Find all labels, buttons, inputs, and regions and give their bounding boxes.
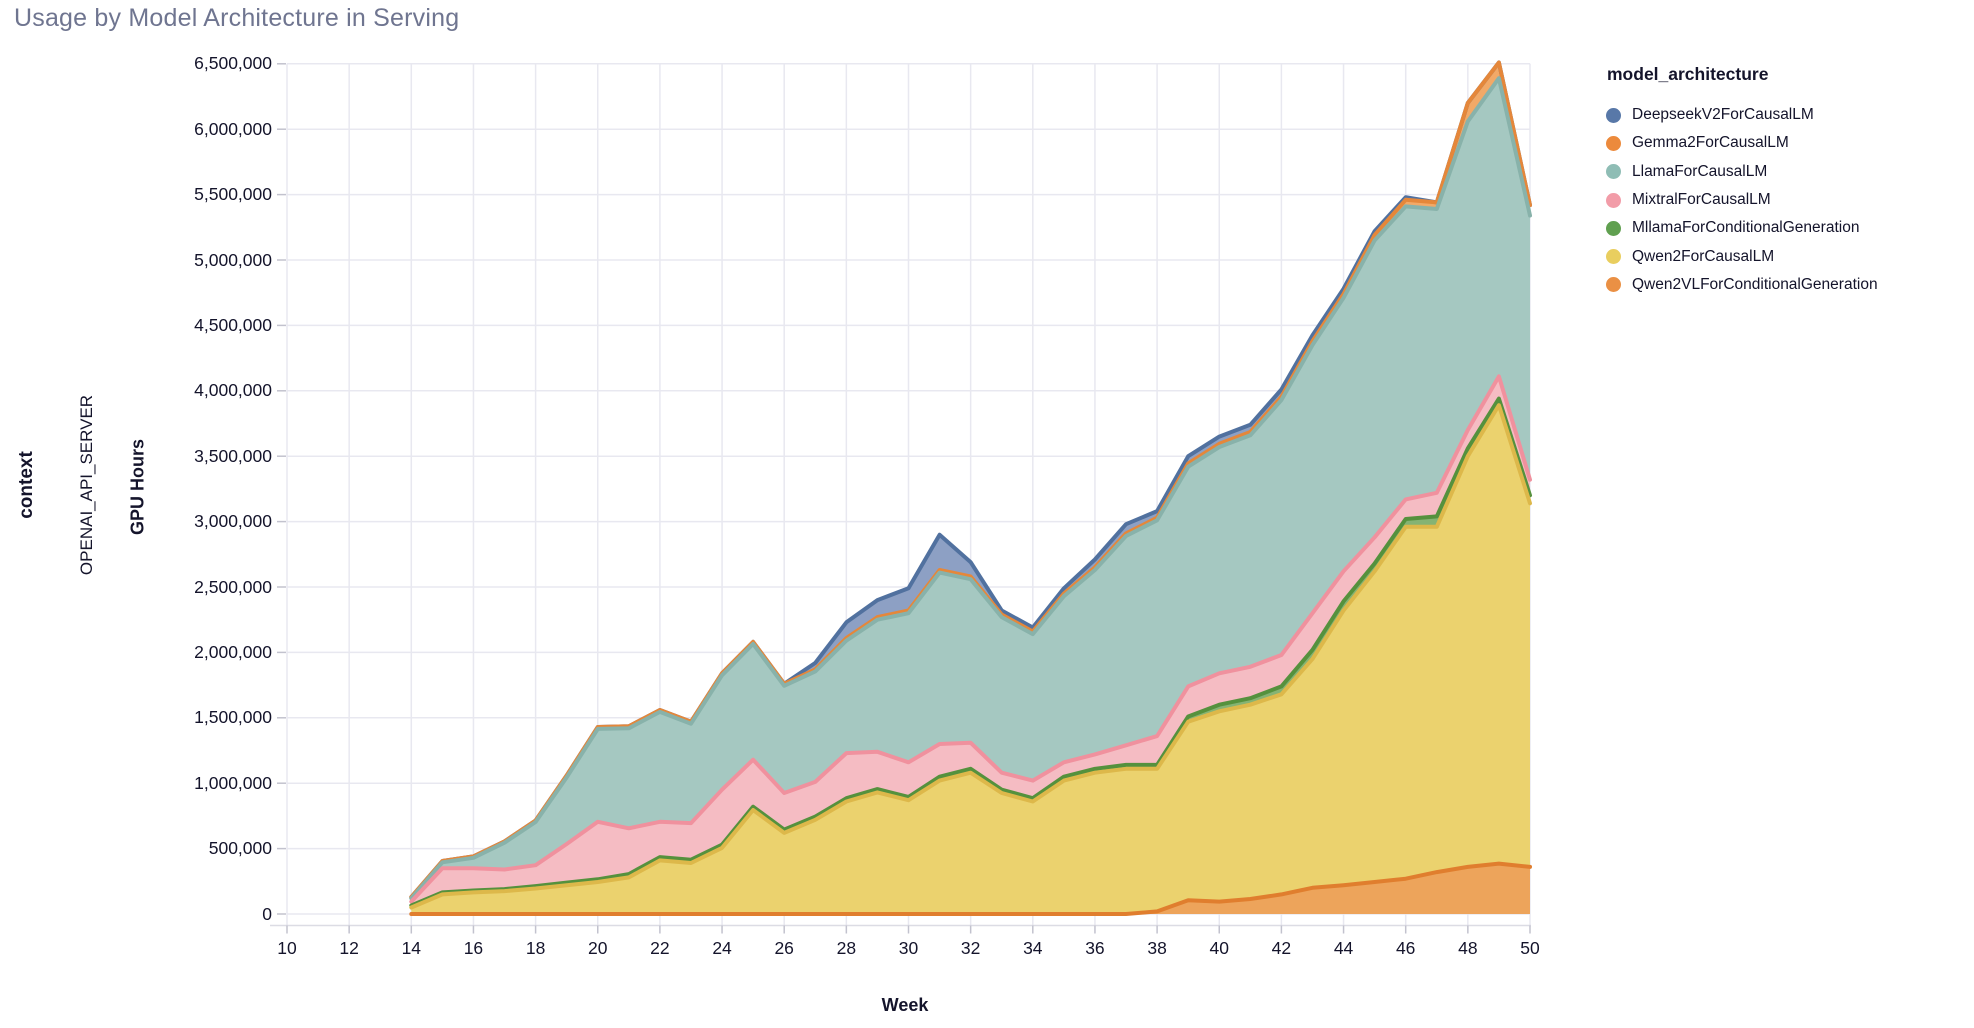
page-title: Usage by Model Architecture in Serving: [14, 4, 460, 32]
y-axis-tick-label: 5,500,000: [194, 184, 272, 205]
legend-swatch-icon: [1606, 277, 1621, 293]
legend-item-Gemma2ForCausalLM[interactable]: Gemma2ForCausalLM: [1606, 129, 1878, 157]
x-axis-tick-label: 26: [774, 938, 794, 958]
y-axis-tick-label: 1,000,000: [194, 772, 272, 793]
legend-title: model_architecture: [1607, 64, 1769, 84]
legend-item-label: MixtralForCausalLM: [1632, 191, 1771, 209]
area-Qwen2ForCausalLM: [411, 405, 1530, 914]
x-axis-tick-label: 38: [1147, 938, 1167, 958]
x-axis-title: Week: [881, 995, 929, 1015]
x-axis-tick-label: 24: [712, 938, 732, 958]
legend-item-Qwen2VLForConditionalGeneration[interactable]: Qwen2VLForConditionalGeneration: [1606, 271, 1878, 299]
legend-item-label: DeepseekV2ForCausalLM: [1632, 106, 1814, 124]
area-LlamaForCausalLM: [411, 78, 1530, 902]
y-axis-tick-label: 4,000,000: [194, 380, 272, 401]
y-axis-tick-label: 2,500,000: [194, 576, 272, 597]
x-axis-tick-label: 40: [1209, 938, 1229, 958]
legend-item-Qwen2ForCausalLM[interactable]: Qwen2ForCausalLM: [1606, 242, 1878, 270]
x-axis-tick-label: 22: [650, 938, 670, 958]
y-axis-tick-label: 3,500,000: [194, 445, 272, 466]
edge-Qwen2ForCausalLM: [409, 403, 1532, 910]
x-axis-tick-label: 10: [277, 938, 297, 958]
legend-swatch-icon: [1606, 164, 1621, 180]
area-MixtralForCausalLM: [411, 376, 1530, 906]
legend-item-label: LlamaForCausalLM: [1632, 162, 1768, 180]
x-axis-tick-label: 42: [1271, 938, 1292, 958]
legend-swatch-icon: [1606, 220, 1621, 236]
legend-item-label: MllamaForConditionalGeneration: [1632, 219, 1860, 237]
x-axis-tick-label: 28: [836, 938, 857, 958]
x-axis-tick-label: 12: [339, 938, 359, 958]
edge-LlamaForCausalLM: [409, 76, 1532, 901]
area-edges: [409, 60, 1532, 916]
legend-item-MllamaForConditionalGeneration[interactable]: MllamaForConditionalGeneration: [1606, 214, 1878, 242]
legend-item-MixtralForCausalLM[interactable]: MixtralForCausalLM: [1606, 186, 1878, 214]
edge-Qwen2VLForConditionalGeneration: [409, 861, 1532, 916]
y-axis-tick-label: 4,500,000: [194, 314, 272, 335]
legend-item-DeepseekV2ForCausalLM[interactable]: DeepseekV2ForCausalLM: [1606, 101, 1878, 129]
edge-MixtralForCausalLM: [409, 374, 1532, 904]
legend-swatch-icon: [1606, 135, 1621, 151]
x-axis-tick-label: 34: [1023, 938, 1043, 958]
legend-swatch-icon: [1606, 192, 1621, 208]
legend-swatch-icon: [1606, 249, 1621, 265]
x-axis-tick-label: 36: [1085, 938, 1105, 958]
legend-item-label: Qwen2ForCausalLM: [1632, 247, 1775, 265]
x-axis-tick-label: 50: [1520, 938, 1540, 958]
legend-item-label: Gemma2ForCausalLM: [1632, 134, 1789, 152]
x-axis-tick-label: 44: [1333, 938, 1354, 958]
area-fills: [411, 62, 1530, 914]
y-axis-tick-label: 5,000,000: [194, 249, 272, 270]
x-axis-tick-label: 48: [1458, 938, 1478, 958]
edge-MllamaForConditionalGeneration: [409, 396, 1532, 908]
y-axis-tick-label: 2,000,000: [194, 641, 272, 662]
y-axis-tick-label: 1,500,000: [194, 707, 272, 728]
x-axis-tick-label: 18: [525, 938, 546, 958]
x-axis-tick-label: 14: [401, 938, 422, 958]
legend: model_architecture DeepseekV2ForCausalLM…: [1606, 64, 1878, 299]
x-axis-tick-label: 32: [960, 938, 981, 958]
axes: [270, 63, 1531, 934]
y-axis-tick-label: 0: [262, 903, 272, 924]
x-axis-tick-label: 16: [463, 938, 484, 958]
legend-item-label: Qwen2VLForConditionalGeneration: [1632, 275, 1878, 293]
y-axis-tick-label: 6,000,000: [194, 118, 272, 139]
x-axis-tick-label: 46: [1395, 938, 1416, 958]
legend-items: DeepseekV2ForCausalLM Gemma2ForCausalLM Ll…: [1606, 101, 1878, 299]
y-axis-tick-label: 6,500,000: [194, 53, 272, 74]
legend-swatch-icon: [1606, 107, 1621, 123]
legend-item-LlamaForCausalLM[interactable]: LlamaForCausalLM: [1606, 158, 1878, 186]
y-axis-tick-label: 500,000: [208, 838, 272, 859]
x-axis-tick-label: 20: [588, 938, 608, 958]
area-Qwen2VLForConditionalGeneration: [411, 863, 1530, 914]
y-axis-tick-label: 3,000,000: [194, 511, 272, 532]
x-axis-tick-label: 30: [898, 938, 919, 958]
